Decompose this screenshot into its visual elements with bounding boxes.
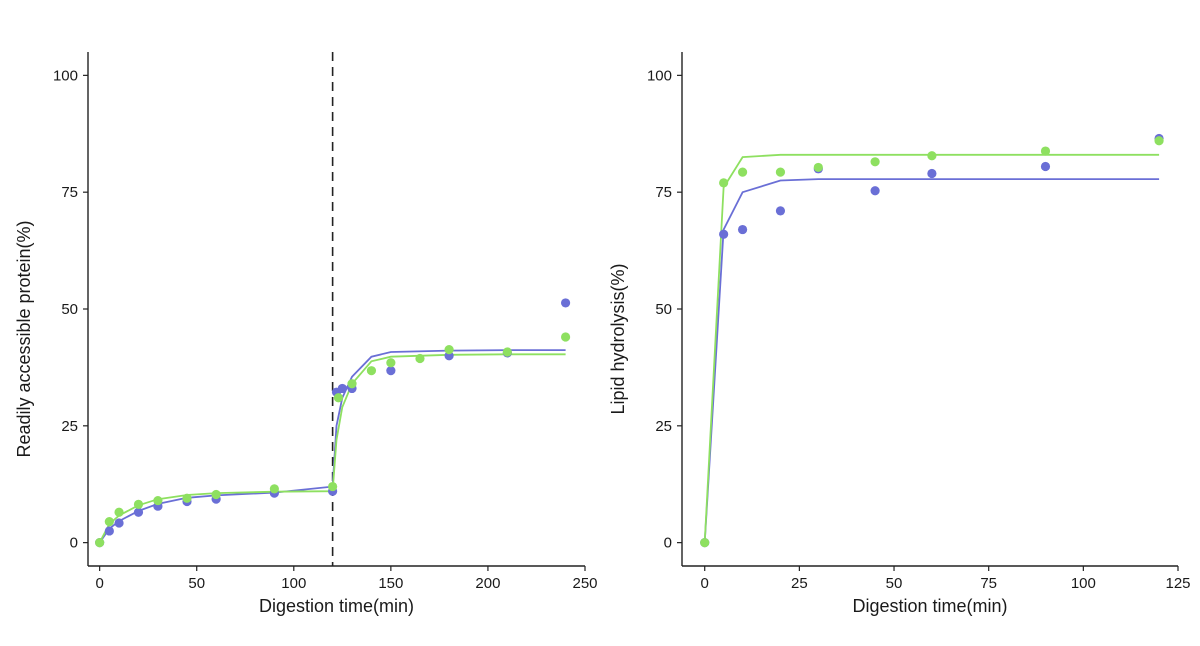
chart-panel-protein: 0 25 50 75 100 0 50 100 150 200 250 Digestion time(… (14, 52, 598, 616)
chart-panel-lipid: 0 25 50 75 100 0 25 50 75 100 125 Digestion time(mi… (608, 52, 1191, 616)
data-point-series-1 (444, 345, 454, 355)
x-tick-label: 125 (1165, 575, 1190, 592)
x-axis-title: Digestion time(min) (259, 596, 414, 616)
data-point-series-1 (870, 157, 880, 167)
data-point-series-1 (104, 517, 114, 527)
data-point-series-1 (182, 493, 192, 503)
data-point-series-0 (133, 507, 144, 517)
data-point-series-1 (813, 162, 823, 173)
data-point-series-1 (502, 347, 512, 357)
y-tick-label: 100 (53, 67, 78, 84)
y-tick-label: 0 (70, 535, 78, 552)
data-point-series-1 (95, 538, 105, 548)
data-point-series-0 (927, 168, 937, 179)
data-point-series-1 (366, 366, 377, 376)
data-point-series-1 (269, 484, 279, 494)
x-tick-label: 0 (701, 575, 709, 592)
x-tick-label: 150 (378, 575, 403, 592)
x-tick-label: 0 (95, 575, 103, 592)
y-axis-title: Lipid hydrolysis(%) (608, 263, 628, 414)
x-tick-label: 25 (791, 575, 808, 592)
data-point-series-1 (1040, 146, 1051, 156)
data-point-series-1 (386, 358, 396, 368)
data-point-series-1 (560, 332, 571, 342)
fit-line-series-0 (703, 178, 1160, 543)
y-tick-label: 100 (647, 67, 672, 84)
data-point-series-0 (870, 186, 880, 196)
y-tick-label: 0 (664, 535, 672, 552)
data-point-series-1 (719, 178, 729, 188)
data-point-series-0 (386, 366, 396, 376)
x-axis-title: Digestion time(min) (852, 596, 1007, 616)
y-tick-label: 75 (61, 184, 78, 201)
data-point-series-1 (114, 507, 124, 517)
data-point-series-1 (133, 499, 144, 509)
data-point-series-0 (337, 383, 347, 394)
fit-line-series-1 (703, 153, 1160, 543)
data-point-series-0 (719, 229, 729, 239)
data-point-series-1 (347, 379, 357, 389)
data-point-series-1 (153, 495, 163, 506)
data-point-series-1 (927, 151, 937, 161)
data-point-series-1 (211, 489, 221, 500)
y-tick-label: 50 (61, 301, 78, 318)
data-point-series-1 (775, 167, 786, 177)
data-point-series-1 (415, 353, 425, 364)
x-tick-label: 250 (572, 575, 597, 592)
x-tick-label: 75 (980, 575, 997, 592)
y-axis-title: Readily accessible protein(%) (14, 220, 34, 457)
data-point-series-1 (737, 167, 748, 177)
y-tick-label: 25 (61, 418, 78, 435)
x-tick-label: 50 (886, 575, 903, 592)
y-tick-label: 50 (655, 301, 672, 318)
y-tick-label: 25 (655, 418, 672, 435)
data-point-series-0 (560, 298, 571, 308)
data-point-series-0 (104, 526, 114, 536)
data-point-series-1 (700, 538, 710, 548)
x-tick-label: 100 (281, 575, 306, 592)
x-tick-label: 100 (1071, 575, 1096, 592)
x-tick-label: 200 (475, 575, 500, 592)
data-point-series-0 (114, 518, 124, 528)
x-tick-label: 50 (188, 575, 205, 592)
data-point-series-1 (328, 481, 338, 492)
data-point-series-0 (775, 206, 786, 216)
data-point-series-1 (333, 393, 344, 403)
data-point-series-1 (1154, 136, 1164, 146)
y-tick-label: 75 (655, 184, 672, 201)
data-point-series-0 (737, 224, 748, 235)
data-point-series-0 (1040, 161, 1051, 172)
